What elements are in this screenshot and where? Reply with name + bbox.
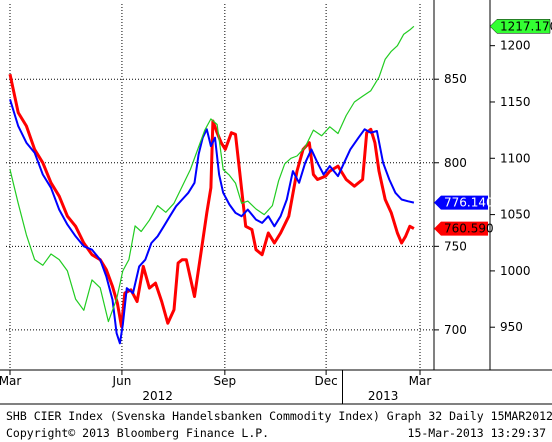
right-axis-tick-label: 1050 [500, 208, 531, 222]
left-axis-tick-label: 750 [444, 239, 467, 253]
value-tag-1 [434, 195, 488, 210]
series-layer [8, 25, 415, 345]
value-tag-2 [489, 19, 551, 34]
axes-layer: 700 750 800 850 950 1000 1050 1100 1150 1200 Mar Ju… [0, 0, 552, 405]
right-axis-tick-label: 1000 [500, 264, 531, 278]
right-axis-tick-label: 1150 [500, 95, 531, 109]
left-axis-tick-label: 850 [444, 72, 467, 86]
series-line-2 [9, 25, 415, 323]
series-line-1 [9, 99, 415, 345]
timestamp-text: 15-Mar-2013 13:29:37 [408, 426, 547, 440]
value-tag-label-1: 776.140 [444, 196, 494, 210]
value-tag-label-2: 1217.170 [500, 19, 552, 33]
value-tags: 760.590 776.140 1217.170 [434, 19, 552, 236]
x-axis-tick-label: Sep [214, 374, 237, 388]
x-axis-tick-label: Mar [409, 374, 432, 388]
left-axis-tick-label: 700 [444, 323, 467, 337]
right-axis-tick-label: 950 [500, 320, 523, 334]
gridlines [6, 4, 434, 370]
x-axis-tick-label: Jun [112, 374, 132, 388]
right-axis-tick-label: 1100 [500, 151, 531, 165]
left-axis-tick-label: 800 [444, 156, 467, 170]
right-axis-tick-label: 1200 [500, 39, 531, 53]
value-tag-label-0: 760.590 [444, 222, 494, 236]
year-label: 2013 [368, 389, 399, 403]
value-tag-0 [434, 221, 488, 236]
copyright-text: Copyright© 2013 Bloomberg Finance L.P. [6, 426, 269, 440]
chart-caption: SHB CIER Index (Svenska Handelsbanken Co… [6, 409, 552, 423]
series-line-0 [8, 73, 415, 328]
x-axis-tick-label: Mar [0, 374, 21, 388]
year-label: 2012 [142, 389, 173, 403]
x-axis-tick-label: Dec [314, 374, 337, 388]
